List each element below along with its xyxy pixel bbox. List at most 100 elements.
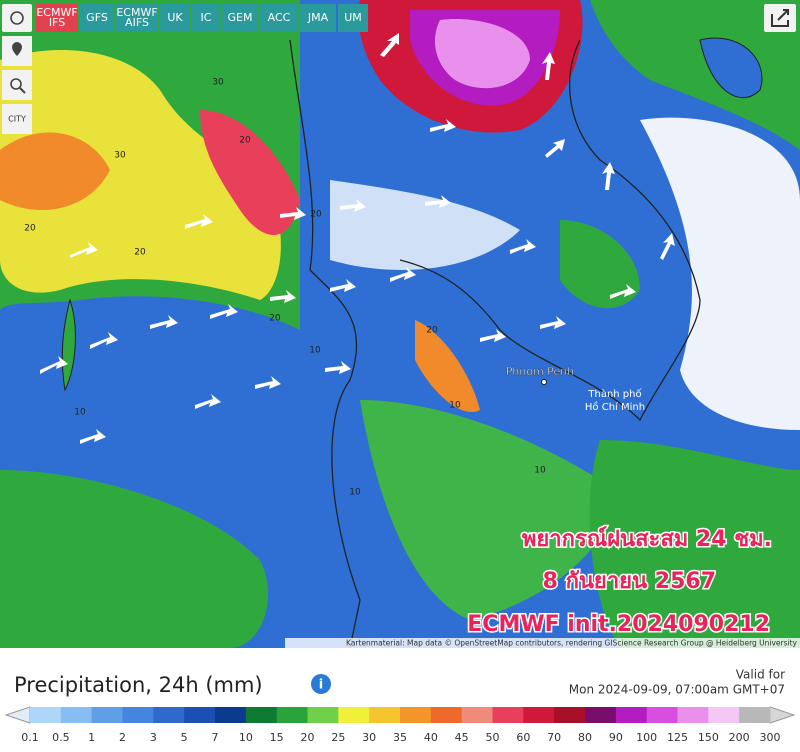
legend-tick-label: 7 [212, 731, 219, 744]
arrow [542, 52, 555, 80]
contour-labels: 20 30 20 30 20 20 10 20 10 10 10 20 10 [24, 78, 546, 498]
legend-tick-label: 300 [760, 731, 781, 744]
arrow [602, 162, 615, 190]
zoom-icon [19, 87, 26, 94]
model-button[interactable] [260, 4, 298, 32]
contour-label: 10 [534, 466, 546, 476]
arrow [280, 207, 306, 220]
contour-label: 10 [74, 408, 86, 418]
arrow [150, 315, 178, 329]
legend-tick-label: 90 [609, 731, 623, 744]
legend-swatch [739, 707, 771, 723]
legend-tick-label: 10 [239, 731, 253, 744]
footer-bg [0, 648, 800, 748]
legend-tick-label: 45 [455, 731, 469, 744]
legend-swatch [91, 707, 123, 723]
legend-swatch [122, 707, 154, 723]
model-button[interactable] [116, 4, 158, 32]
model-button[interactable] [80, 4, 114, 32]
arrow [325, 361, 351, 374]
attribution-bg [285, 638, 800, 648]
legend-swatch [369, 707, 401, 723]
rain-area [590, 0, 800, 150]
rain-area [589, 440, 800, 648]
legend-swatch [184, 707, 216, 723]
wind-arrows [40, 33, 675, 444]
model-label: IC [201, 11, 212, 24]
info-button[interactable] [311, 674, 331, 694]
model-button[interactable] [222, 4, 258, 32]
model-label: UM [344, 11, 362, 24]
legend-swatch [338, 707, 370, 723]
legend-tick-label: 150 [698, 731, 719, 744]
legend-tick-label: 2 [119, 731, 126, 744]
legend-swatch [615, 707, 648, 723]
contour-label: 20 [269, 314, 281, 324]
legend-swatch [523, 707, 555, 723]
legend-tick-label: 60 [516, 731, 530, 744]
arrow [390, 267, 416, 282]
arrow [510, 239, 536, 254]
legend-swatch [153, 707, 185, 723]
legend: 0.1 0.5 1 2 3 5 7 10 15 20 25 30 35 40 45 50 60 70 80 90 100… [4, 706, 796, 744]
zoom-button[interactable] [2, 70, 32, 100]
model-button[interactable] [36, 4, 78, 32]
legend-swatch [215, 707, 247, 723]
contour-label: 20 [310, 210, 322, 220]
rain-area [560, 220, 640, 309]
legend-swatch [492, 707, 524, 723]
contour-label: 10 [349, 488, 361, 498]
arrow [330, 279, 356, 292]
place-dot [541, 379, 547, 385]
arrow [70, 242, 98, 258]
arrow [540, 316, 566, 329]
legend-tick-label: 0.1 [21, 731, 39, 744]
toolbar: CITY ECMWF IFS GFS ECMWF AIFS UK IC GEM ACC JMA UM [2, 4, 796, 134]
city-label: CITY [8, 115, 26, 124]
legend-swatch [461, 707, 493, 723]
arrow [430, 119, 456, 132]
contour-label: 20 [134, 248, 146, 258]
arrow [425, 195, 451, 208]
model-button[interactable] [300, 4, 336, 32]
overlay-text: 8 กันยายน 2567 [543, 569, 716, 594]
contour-label: 30 [114, 151, 126, 161]
island [699, 37, 763, 99]
valid-time: Mon 2024-09-09, 07:00am GMT+07 [569, 683, 785, 697]
refresh-icon [10, 11, 24, 25]
legend-swatch [400, 707, 432, 723]
legend-tick-label: 125 [667, 731, 688, 744]
footer: Precipitation, 24h (mm) i Valid for Mon … [0, 648, 800, 748]
contour-label: 30 [212, 78, 224, 88]
arrow [255, 376, 281, 389]
legend-swatch [276, 707, 308, 723]
arrow [210, 304, 238, 319]
refresh-button[interactable] [2, 4, 32, 32]
map: 20 30 20 30 20 20 10 20 10 10 10 20 10 P… [0, 0, 800, 649]
arrow [40, 356, 68, 374]
rain-area [415, 320, 480, 412]
model-button[interactable] [192, 4, 220, 32]
legend-swatch [30, 707, 62, 723]
city-button[interactable] [2, 104, 32, 134]
rain-area [435, 19, 530, 89]
model-button[interactable] [160, 4, 190, 32]
contour-label: 20 [239, 136, 251, 146]
zoom-icon [10, 78, 22, 90]
legend-tick-label: 200 [729, 731, 750, 744]
arrow [545, 139, 565, 158]
model-label: ECMWF AIFS [116, 6, 157, 29]
pin-icon [12, 42, 22, 56]
contour-label: 10 [309, 346, 321, 356]
arrow [195, 394, 221, 409]
arrow [610, 284, 636, 299]
legend-tick-label: 0.5 [52, 731, 70, 744]
legend-swatch [554, 707, 586, 723]
model-button[interactable] [338, 4, 368, 32]
rain-area [200, 110, 300, 235]
contour-label: 20 [426, 326, 438, 336]
footer-title: Precipitation, 24h (mm) [14, 673, 263, 697]
rain-area [0, 132, 110, 210]
place-label: Hồ Chí Minh [585, 401, 645, 413]
